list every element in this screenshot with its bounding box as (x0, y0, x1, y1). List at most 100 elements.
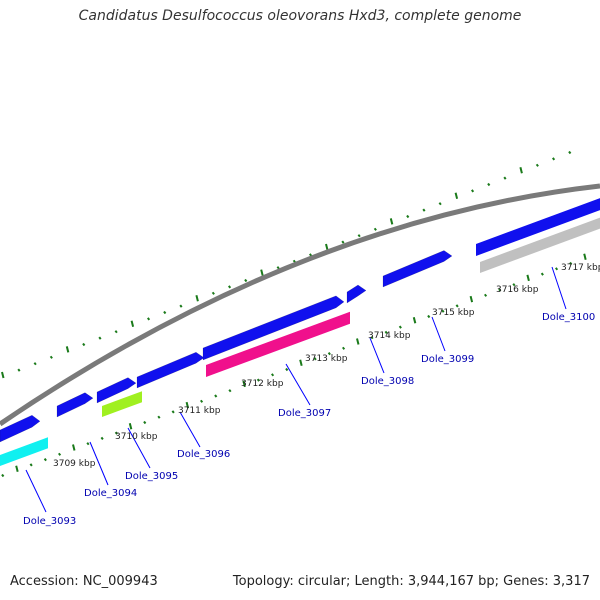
tick-mark (535, 163, 539, 167)
tick-mark (33, 362, 37, 366)
topology-text: Topology: circular; Length: 3,944,167 bp… (232, 574, 590, 589)
tick-mark (185, 401, 190, 409)
gene-label[interactable]: Dole_3098 (361, 376, 414, 387)
leader-line (551, 266, 567, 310)
kbp-label: 3717 kbp (561, 263, 600, 273)
tick-mark (299, 359, 303, 366)
tick-mark (43, 458, 47, 462)
tick-mark (276, 266, 280, 270)
label-leaders (25, 266, 567, 513)
gene-label[interactable]: Dole_3100 (542, 312, 595, 323)
tick-mark (313, 357, 317, 361)
kbp-labels: 3709 kbp 3710 kbp 3711 kbp 3712 kbp 3713 kbp… (53, 263, 600, 469)
gene-label[interactable]: Dole_3099 (421, 354, 474, 365)
gene-blue-5[interactable] (202, 295, 345, 361)
kbp-label: 3712 kbp (241, 379, 284, 389)
genome-backbone (0, 183, 600, 427)
tick-mark (568, 150, 572, 155)
tick-mark (519, 166, 523, 174)
tick-mark (554, 267, 559, 271)
tick-mark (498, 288, 502, 292)
leader-line (179, 411, 201, 448)
tick-mark (503, 176, 507, 180)
tick-mark (441, 309, 445, 313)
tick-mark (163, 310, 167, 315)
gene-label[interactable]: Dole_3096 (177, 449, 230, 460)
tick-mark (487, 182, 491, 187)
tick-mark (422, 208, 426, 212)
gene-blue-1[interactable] (0, 414, 41, 443)
gene-dole-3095[interactable] (102, 391, 142, 417)
leader-line (127, 427, 151, 469)
gene-label[interactable]: Dole_3097 (278, 408, 331, 419)
tick-mark (57, 452, 62, 456)
gene-label[interactable]: Dole_3094 (84, 488, 137, 499)
kbp-label: 3709 kbp (53, 459, 96, 469)
tick-mark (72, 444, 76, 451)
gene-blue-4[interactable] (136, 351, 205, 389)
tick-mark (228, 285, 232, 289)
tick-mark (49, 355, 53, 359)
tick-mark (244, 278, 248, 283)
tick-mark (270, 373, 275, 377)
tick-mark (214, 394, 218, 398)
gene-labels: Dole_3093 Dole_3094 Dole_3095 Dole_3096 Dole… (23, 312, 595, 527)
gene-dole-3097[interactable] (206, 311, 350, 377)
tick-mark (114, 330, 118, 334)
tick-mark (211, 291, 215, 295)
tick-mark (370, 336, 374, 340)
leader-line (285, 363, 311, 406)
tick-mark (86, 442, 90, 446)
gene-blue-2[interactable] (56, 392, 94, 418)
tick-mark (483, 293, 488, 297)
kbp-label: 3716 kbp (496, 285, 539, 295)
gene-blue-8[interactable] (476, 198, 600, 256)
tick-mark (179, 304, 183, 308)
tick-mark (98, 336, 102, 340)
tick-mark (100, 436, 104, 440)
gene-dole-3093[interactable] (0, 437, 48, 466)
kbp-label: 3710 kbp (115, 432, 158, 442)
tick-mark (1, 473, 5, 478)
gene-blue-7[interactable] (382, 250, 453, 288)
gene-dole-3100[interactable] (480, 217, 600, 273)
tick-mark (406, 214, 410, 219)
gene-blue-3[interactable] (96, 377, 137, 404)
tick-mark (65, 346, 70, 353)
tick-mark (583, 253, 587, 260)
gene-label[interactable]: Dole_3095 (125, 471, 178, 482)
tick-mark (82, 342, 86, 347)
tick-mark (438, 202, 442, 206)
tick-mark (384, 330, 388, 334)
leader-line (431, 316, 446, 352)
tick-mark (512, 283, 516, 287)
tick-mark (327, 352, 331, 356)
tick-mark (242, 380, 246, 388)
accession-text: Accession: NC_009943 (10, 574, 158, 589)
tick-mark (285, 367, 289, 372)
tick-mark (325, 243, 329, 251)
tick-mark (29, 463, 33, 467)
tick-mark (171, 410, 175, 414)
tick-mark (454, 192, 459, 200)
tick-mark (157, 415, 161, 419)
kbp-label: 3714 kbp (368, 331, 411, 341)
gene-blue-6[interactable] (346, 284, 367, 304)
kbp-label: 3711 kbp (178, 406, 221, 416)
tick-mark (114, 431, 118, 435)
tick-mark (200, 399, 204, 403)
leader-line (89, 441, 109, 486)
tick-mark (412, 317, 417, 324)
tick-mark (15, 465, 19, 472)
tick-mark (341, 240, 345, 244)
gene-label[interactable]: Dole_3093 (23, 516, 76, 527)
tick-mark (356, 338, 360, 345)
tick-mark (130, 320, 135, 328)
tick-mark (341, 346, 346, 350)
tick-mark (128, 423, 133, 430)
tick-mark (470, 189, 475, 193)
kbp-label: 3713 kbp (305, 354, 348, 364)
tick-mark (427, 314, 431, 319)
tick-mark (569, 261, 573, 266)
tick-mark (540, 272, 544, 276)
